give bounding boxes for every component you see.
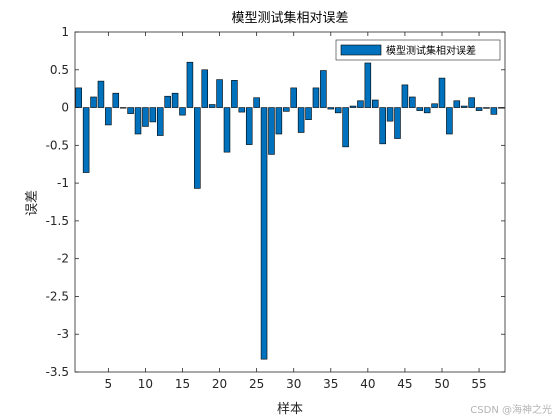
bar [201, 69, 209, 108]
bar [357, 100, 364, 108]
x-tick-label: 20 [212, 377, 227, 391]
bar [245, 107, 253, 145]
bar [468, 97, 475, 108]
y-tick-label: -2.5 [46, 289, 69, 303]
axes-box [74, 31, 506, 373]
bar [297, 107, 305, 133]
bar [453, 100, 461, 108]
bar [438, 77, 446, 108]
bar [134, 107, 142, 135]
chart-title: 模型测试集相对误差 [231, 10, 348, 26]
y-tick-label: -1.5 [46, 214, 69, 228]
bar [194, 107, 201, 189]
x-tick-label: 15 [175, 377, 190, 391]
y-tick-label: -2 [57, 252, 69, 266]
bar [238, 107, 246, 113]
x-tick-label: 25 [249, 377, 264, 391]
legend-swatch [340, 44, 382, 56]
bar [283, 107, 290, 112]
bar [179, 107, 186, 116]
bar [149, 107, 157, 123]
y-tick-label: 0.5 [50, 63, 69, 77]
bar [171, 92, 179, 108]
bar [216, 79, 223, 108]
y-tick-label: -3.5 [46, 365, 69, 379]
bar [371, 99, 379, 108]
bar [386, 107, 394, 122]
bar [379, 107, 386, 145]
y-axis-label: 误差 [25, 190, 40, 216]
bar [90, 96, 97, 108]
x-tick-label: 35 [323, 377, 338, 391]
bar [394, 107, 401, 139]
bar [327, 107, 335, 110]
bar [349, 105, 357, 108]
bar [156, 107, 164, 136]
bar [253, 97, 260, 108]
bar [312, 87, 320, 108]
bar [75, 87, 82, 108]
bar [431, 103, 438, 108]
bar [320, 70, 327, 108]
bar [186, 61, 194, 108]
x-axis-label: 样本 [277, 402, 303, 417]
bar [164, 95, 171, 108]
x-tick-label: 40 [360, 377, 375, 391]
watermark-text: CSDN @海神之光 [470, 403, 552, 416]
bar [223, 107, 231, 153]
bar [342, 107, 349, 148]
bar [460, 105, 468, 108]
bar [364, 62, 372, 108]
bar [97, 80, 105, 108]
y-tick-label: -3 [57, 327, 69, 341]
bar [208, 104, 216, 108]
y-tick-label: 1 [61, 25, 69, 39]
bar [490, 107, 498, 115]
x-tick-label: 55 [471, 377, 486, 391]
bar [334, 107, 342, 114]
bar [142, 107, 149, 127]
bar [409, 96, 416, 108]
bar [268, 107, 275, 155]
bar [423, 107, 431, 114]
y-tick-label: -1 [57, 176, 69, 190]
legend-label: 模型测试集相对误差 [386, 44, 476, 57]
bar [483, 107, 490, 109]
plot-background [75, 32, 505, 372]
plot-area: 5 10 15 20 25 30 35 40 45 50 55-3.5-3-2.5-2-1.5-1-… [46, 25, 506, 391]
bar [401, 84, 409, 108]
bar [127, 107, 134, 114]
x-tick-label: 10 [138, 377, 153, 391]
bar [119, 107, 127, 109]
x-tick-label: 5 [105, 377, 113, 391]
bar [290, 87, 297, 108]
bar [275, 107, 283, 135]
y-tick-label: 0 [61, 101, 69, 115]
x-tick-label: 45 [397, 377, 412, 391]
legend: 模型测试集相对误差 [335, 39, 501, 61]
bar [112, 92, 120, 108]
bar [305, 107, 312, 120]
bar [105, 107, 112, 126]
x-tick-label: 30 [286, 377, 301, 391]
x-tick-label: 50 [434, 377, 449, 391]
y-tick-label: -0.5 [46, 138, 69, 152]
bar [260, 107, 268, 360]
bar [475, 107, 483, 111]
bar [82, 107, 90, 173]
bar [446, 107, 453, 135]
bar [231, 80, 238, 108]
bar [416, 107, 424, 111]
